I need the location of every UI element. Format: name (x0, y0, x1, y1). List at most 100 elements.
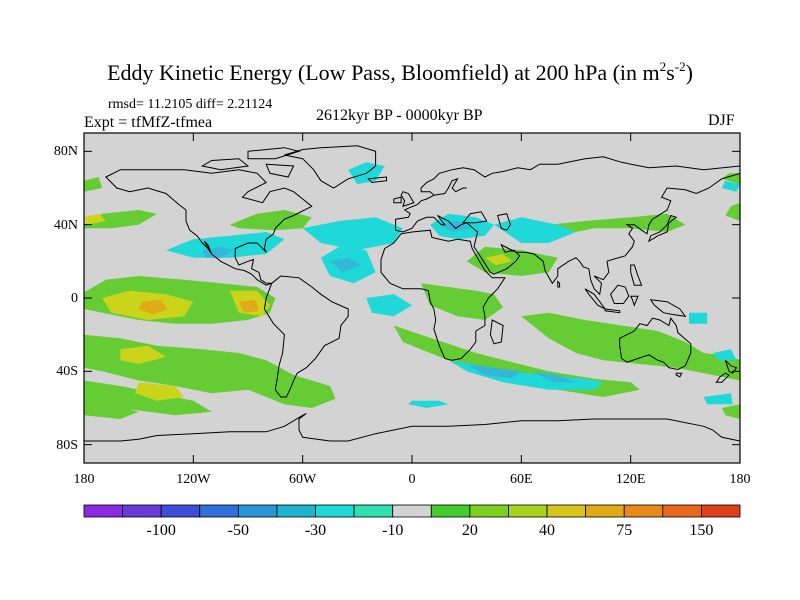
colorbar-label: 40 (539, 522, 556, 539)
colorbar-swatch (623, 504, 664, 518)
coastline-baltic (433, 177, 467, 196)
colorbar-swatch (315, 504, 355, 518)
coastline-arctic-islands (201, 147, 301, 178)
colorbar-label: -100 (146, 522, 176, 539)
field-green-5 (84, 177, 103, 192)
colorbar-label: 75 (616, 522, 633, 539)
field-green-4 (229, 210, 312, 231)
coastline-iceland (367, 176, 387, 184)
chart-title: Eddy Kinetic Energy (Low Pass, Bloomfiel… (0, 60, 800, 84)
colorbar-swatch (508, 504, 548, 518)
coastline-greenland (284, 145, 377, 189)
title-main: Eddy Kinetic Energy (Low Pass, Bloomfiel… (107, 60, 660, 85)
anomaly-fields (84, 162, 740, 419)
field-green-14 (721, 173, 740, 185)
colorbar-swatch (122, 504, 162, 518)
field-cyan-8 (408, 400, 449, 408)
colorbar (83, 504, 741, 518)
field-yellow-3 (135, 382, 185, 401)
lat-label: 80N (53, 144, 78, 160)
colorbar-swatch (430, 504, 471, 518)
coastline-africa (380, 229, 506, 361)
coastline-caspian-sea (496, 213, 511, 231)
coastline-sri-lanka (557, 280, 561, 288)
period-label: 2612kyr BP - 0000kyr BP (316, 107, 483, 124)
field-orange-0 (138, 299, 168, 315)
coastline-madagascar (489, 319, 504, 345)
field-green-6 (466, 246, 558, 276)
colorbar-swatch (160, 504, 201, 518)
colorbar-swatch (546, 504, 587, 518)
lat-label: 0 (71, 291, 78, 306)
field-cyan-4 (366, 294, 412, 317)
field-cyan-10 (712, 349, 737, 361)
colorbar-label: -30 (304, 522, 327, 539)
coastline-south-america (263, 275, 349, 398)
colorbar-label: 20 (461, 522, 478, 539)
colorbar-swatch (662, 504, 702, 518)
lat-label: 40N (53, 217, 78, 233)
coastline-antarctica (84, 413, 740, 442)
colorbar-label: -10 (382, 522, 404, 539)
title-end: ) (685, 60, 693, 85)
field-yellow-4 (84, 213, 106, 225)
coastline-borneo (610, 284, 630, 304)
colorbar-swatch (585, 504, 625, 518)
colorbar-swatch (392, 504, 432, 518)
season-label: DJF (708, 112, 735, 129)
field-yellow-2 (120, 345, 166, 364)
lon-label: 180 (73, 472, 95, 487)
lon-label: 120W (176, 472, 211, 487)
coastline-north-america (105, 169, 313, 286)
lat-label: 80S (56, 437, 78, 453)
coastline-new-zealand (715, 359, 738, 383)
colorbar-swatch (701, 504, 741, 518)
coastline-philippines (630, 264, 643, 286)
field-blue-4 (530, 371, 576, 383)
field-cyan-6 (494, 217, 576, 243)
colorbar-swatch (353, 504, 394, 518)
stats-text: rmsd= 11.2105 diff= 2.21124 (108, 97, 273, 112)
field-blue-2 (439, 221, 471, 232)
coastlines (84, 145, 740, 442)
axis-ticks (83, 133, 741, 463)
coastline-new-guinea (649, 299, 687, 317)
lon-label: 60E (510, 472, 533, 487)
coastline-eurasia (395, 156, 740, 296)
colorbar-swatch (83, 504, 123, 518)
colorbar-swatch (199, 504, 239, 518)
field-cyan-12 (721, 180, 740, 192)
colorbar-label: 150 (689, 522, 714, 539)
field-blue-3 (466, 364, 522, 379)
field-orange-1 (238, 299, 259, 313)
title-superscript-minus-2: -2 (674, 59, 686, 74)
colorbar-swatch (276, 504, 316, 518)
colorbar-label: -50 (227, 522, 249, 539)
coastline-tasmania (675, 372, 683, 378)
field-green-3 (84, 210, 157, 229)
colorbar-swatch (469, 504, 509, 518)
coastline-sulawesi (629, 295, 639, 307)
lon-label: 60W (289, 472, 317, 487)
coastline-australia (619, 317, 692, 371)
coastline-java (604, 308, 621, 314)
coastline-japan (648, 214, 678, 243)
field-green-12 (721, 404, 740, 419)
title-superscript-2: 2 (659, 59, 667, 74)
field-yellow-5 (484, 254, 513, 265)
field-green-13 (725, 202, 740, 221)
title-s: s (666, 60, 675, 85)
coastline-black-sea (461, 211, 488, 224)
field-green-11 (84, 398, 139, 419)
coastline-british-isles (393, 191, 415, 208)
colorbar-swatch (237, 504, 278, 518)
lon-label: 120E (615, 472, 646, 487)
lon-label: 180 (729, 472, 751, 487)
field-blue-1 (330, 257, 361, 273)
field-cyan-11 (703, 393, 733, 405)
experiment-label: Expt = tfMfZ-tfmea (84, 114, 213, 131)
field-cyan-0 (166, 232, 285, 258)
field-green-8 (421, 283, 504, 320)
